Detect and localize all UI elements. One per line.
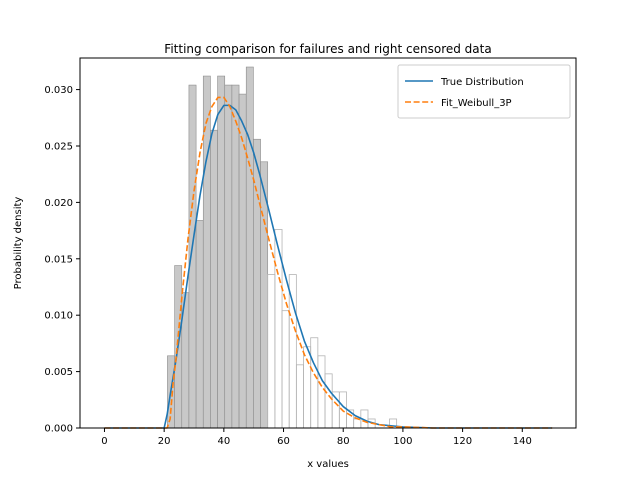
x-tick-label: 20: [158, 436, 171, 447]
censored-bar: [353, 418, 362, 429]
censored-bar: [317, 355, 326, 429]
failure-bar: [188, 84, 197, 429]
failure-bar: [210, 129, 218, 429]
failure-bar: [224, 84, 233, 429]
y-tick-label: 0.030: [44, 85, 73, 96]
y-tick-label: 0.020: [44, 198, 73, 209]
censored-bar: [288, 274, 297, 429]
series-lines: [104, 96, 553, 429]
series-line-fit-weibull-3p: [104, 96, 553, 429]
failure-bar: [217, 75, 226, 429]
legend-box: [397, 64, 571, 119]
y-axis-label: Probability density: [13, 197, 24, 290]
plot-frame: [79, 57, 577, 429]
y-tick-label: 0.010: [44, 311, 73, 322]
x-axis: 0 20 40 60 80 100 120 140: [101, 428, 532, 447]
x-tick-label: 0: [101, 436, 107, 447]
y-tick-label: 0.005: [44, 367, 73, 378]
x-tick-label: 140: [513, 436, 532, 447]
y-tick-label: 0.015: [44, 254, 73, 265]
failure-bar: [195, 220, 204, 429]
censored-bar: [324, 373, 333, 429]
y-tick-label: 0.025: [44, 141, 73, 152]
failure-histogram: [167, 66, 269, 429]
censored-histogram: [267, 229, 398, 429]
x-tick-label: 80: [337, 436, 350, 447]
failure-bar: [231, 84, 240, 429]
x-tick-label: 100: [393, 436, 412, 447]
legend-label: Fit_Weibull_3P: [441, 98, 512, 109]
censored-bar: [310, 337, 319, 429]
censored-bar: [267, 274, 276, 429]
failure-bar: [245, 66, 254, 429]
y-tick-label: 0.000: [44, 424, 73, 435]
series-line-true-distribution: [104, 104, 553, 429]
failure-bar: [238, 93, 247, 429]
censored-bar: [281, 310, 290, 429]
chart-title: Fitting comparison for failures and righ…: [164, 42, 491, 56]
legend-label: True Distribution: [440, 77, 524, 88]
censored-bar: [295, 364, 304, 429]
x-tick-label: 40: [217, 436, 230, 447]
y-axis: 0.000 0.005 0.010 0.015 0.020 0.025 0.030: [44, 85, 80, 435]
x-tick-label: 60: [277, 436, 290, 447]
x-axis-label: x values: [307, 459, 349, 470]
x-tick-label: 120: [453, 436, 472, 447]
legend: True Distribution Fit_Weibull_3P: [397, 64, 571, 119]
